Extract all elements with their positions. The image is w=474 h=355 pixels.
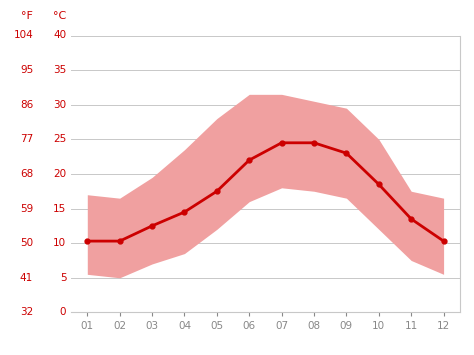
Text: 68: 68 xyxy=(20,169,33,179)
Text: 35: 35 xyxy=(53,65,66,75)
Text: 41: 41 xyxy=(20,273,33,283)
Text: 77: 77 xyxy=(20,134,33,144)
Text: 59: 59 xyxy=(20,203,33,214)
Text: 50: 50 xyxy=(20,238,33,248)
Text: 86: 86 xyxy=(20,100,33,110)
Text: 40: 40 xyxy=(53,31,66,40)
Text: 25: 25 xyxy=(53,134,66,144)
Text: °C: °C xyxy=(53,11,66,21)
Text: 5: 5 xyxy=(60,273,66,283)
Text: 30: 30 xyxy=(53,100,66,110)
Text: 10: 10 xyxy=(53,238,66,248)
Text: 32: 32 xyxy=(20,307,33,317)
Text: °F: °F xyxy=(21,11,33,21)
Text: 95: 95 xyxy=(20,65,33,75)
Text: 20: 20 xyxy=(53,169,66,179)
Text: 15: 15 xyxy=(53,203,66,214)
Text: 104: 104 xyxy=(13,31,33,40)
Text: 0: 0 xyxy=(60,307,66,317)
